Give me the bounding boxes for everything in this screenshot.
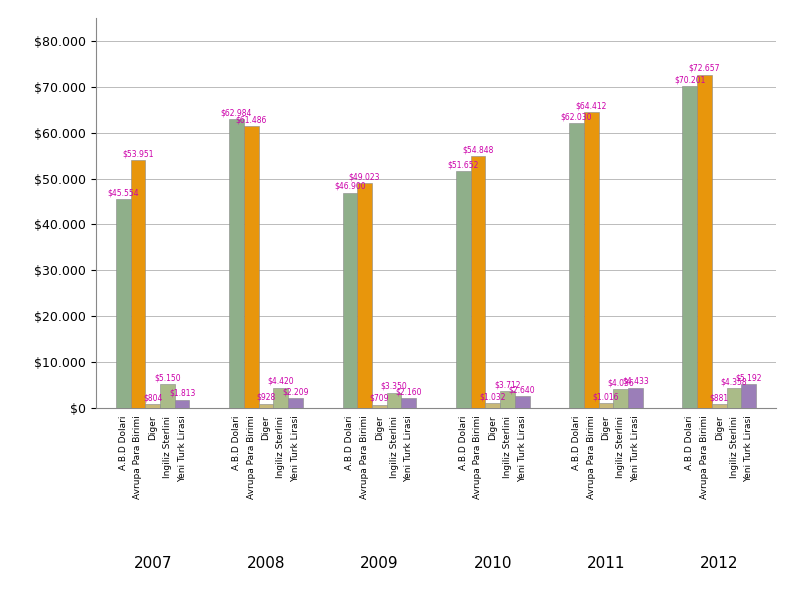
Text: $2.209: $2.209 (282, 387, 309, 396)
Text: $709: $709 (370, 394, 389, 403)
Bar (358, 183, 372, 408)
Bar (160, 385, 174, 408)
Text: $1.813: $1.813 (169, 389, 195, 398)
Bar (116, 199, 130, 408)
Bar (146, 404, 160, 408)
Text: $72.657: $72.657 (689, 64, 720, 73)
Text: $62.984: $62.984 (221, 108, 252, 117)
Text: $4.358: $4.358 (721, 377, 747, 386)
Text: $2.160: $2.160 (395, 387, 422, 396)
Bar (342, 193, 358, 408)
Text: $4.420: $4.420 (267, 377, 294, 386)
Text: $51.652: $51.652 (447, 160, 479, 169)
Text: $5.150: $5.150 (154, 374, 181, 383)
Bar (486, 403, 500, 408)
Text: $1.016: $1.016 (593, 392, 619, 401)
Bar (130, 160, 146, 408)
Bar (386, 392, 402, 408)
Bar (682, 86, 698, 408)
Text: $53.951: $53.951 (122, 149, 154, 158)
Bar (712, 404, 726, 408)
Bar (258, 404, 274, 408)
Bar (628, 388, 643, 408)
Text: 2010: 2010 (474, 556, 512, 571)
Text: 2007: 2007 (134, 556, 172, 571)
Text: $64.412: $64.412 (575, 101, 607, 110)
Text: 2009: 2009 (360, 556, 398, 571)
Bar (614, 389, 628, 408)
Text: $5.192: $5.192 (735, 373, 762, 382)
Bar (174, 400, 190, 408)
Bar (288, 398, 303, 408)
Text: $2.640: $2.640 (509, 385, 535, 394)
Bar (402, 398, 416, 408)
Text: $3.350: $3.350 (381, 382, 407, 391)
Text: 2008: 2008 (246, 556, 286, 571)
Bar (514, 396, 530, 408)
Bar (584, 112, 598, 408)
Bar (742, 384, 756, 408)
Text: $881: $881 (710, 393, 729, 402)
Bar (456, 171, 470, 408)
Text: $54.848: $54.848 (462, 146, 494, 155)
Bar (229, 119, 244, 408)
Text: 2011: 2011 (586, 556, 626, 571)
Text: $45.554: $45.554 (107, 188, 139, 197)
Text: 2012: 2012 (700, 556, 738, 571)
Text: $62.030: $62.030 (561, 113, 592, 122)
Bar (274, 388, 288, 408)
Bar (569, 124, 584, 408)
Bar (470, 157, 486, 408)
Text: $1.032: $1.032 (479, 392, 506, 401)
Bar (244, 126, 258, 408)
Text: $928: $928 (256, 393, 276, 402)
Text: $70.201: $70.201 (674, 75, 706, 84)
Bar (372, 405, 386, 408)
Bar (726, 388, 742, 408)
Text: $4.433: $4.433 (622, 377, 649, 386)
Text: $46.900: $46.900 (334, 182, 366, 191)
Bar (698, 74, 712, 408)
Text: $804: $804 (143, 394, 162, 403)
Text: $61.486: $61.486 (235, 115, 267, 124)
Text: $3.712: $3.712 (494, 380, 521, 389)
Bar (598, 403, 614, 408)
Text: $49.023: $49.023 (349, 172, 380, 181)
Text: $4.036: $4.036 (607, 379, 634, 388)
Bar (500, 391, 514, 408)
